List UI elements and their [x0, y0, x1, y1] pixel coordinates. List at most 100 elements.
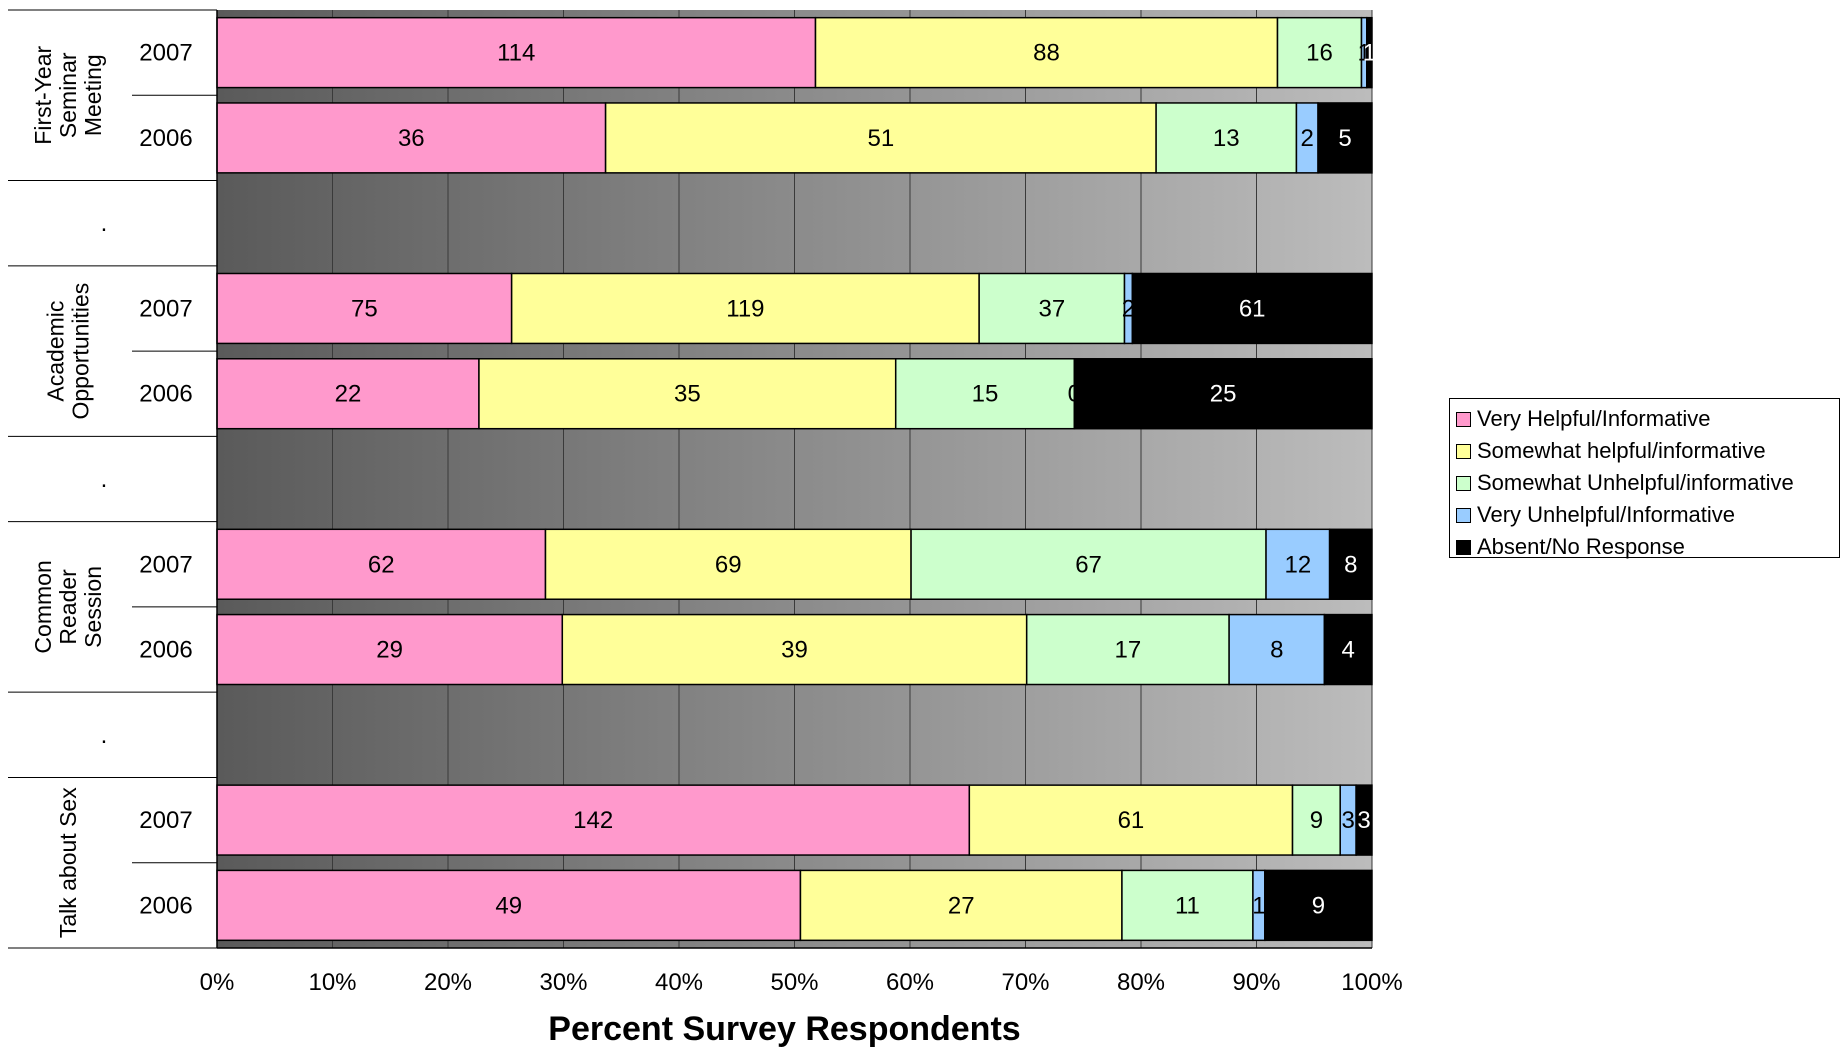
bar-segment	[1317, 102, 1373, 174]
year-label: 2007	[139, 295, 192, 322]
bar-segment	[1264, 869, 1373, 942]
group-label-line: Seminar	[55, 52, 81, 138]
bar-segment	[1228, 613, 1326, 686]
bar-segment	[544, 528, 912, 600]
x-tick-label: 50%	[770, 969, 818, 996]
data-label: 1	[1252, 892, 1265, 919]
legend-item: Very Helpful/Informative	[1456, 403, 1833, 435]
x-tick-label: 70%	[1001, 969, 1049, 996]
bar-segment	[1073, 358, 1373, 430]
data-label: 17	[1115, 637, 1142, 664]
bar-segment	[968, 784, 1294, 856]
data-label: 22	[335, 381, 362, 408]
year-label: 2007	[139, 807, 192, 834]
group-label-line: Academic	[43, 301, 69, 402]
year-label: 2006	[139, 892, 192, 919]
x-tick-label: 80%	[1117, 969, 1165, 996]
legend-swatch	[1456, 507, 1471, 523]
data-label: 119	[726, 295, 764, 322]
data-label: 9	[1312, 892, 1325, 919]
bar-segment	[1276, 16, 1363, 89]
x-tick-label: 60%	[886, 969, 934, 996]
gap-label: .	[101, 466, 108, 493]
gap-label: .	[101, 722, 108, 749]
x-tick-label: 90%	[1232, 969, 1280, 996]
legend-item: Very Unhelpful/Informative	[1456, 499, 1833, 531]
data-label: 8	[1344, 551, 1357, 578]
x-tick-label: 10%	[308, 969, 356, 996]
data-label: 9	[1310, 807, 1323, 834]
bar-segment	[814, 16, 1279, 89]
data-label: 16	[1306, 40, 1333, 67]
data-label: 61	[1118, 807, 1145, 834]
data-label: 61	[1239, 295, 1266, 322]
data-label: 13	[1213, 125, 1240, 152]
data-label: 51	[868, 125, 895, 152]
data-label: 25	[1210, 381, 1237, 408]
bar-segment	[1323, 613, 1373, 686]
bar-segment	[1355, 784, 1373, 856]
year-label: 2006	[139, 381, 192, 408]
data-label: 15	[972, 381, 999, 408]
data-label: 8	[1270, 637, 1283, 664]
group-label-line: Opportunities	[68, 283, 94, 420]
bar-segment	[604, 102, 1157, 174]
legend-swatch	[1456, 475, 1471, 491]
group-label-line: Common	[30, 560, 56, 653]
data-label: 3	[1341, 807, 1354, 834]
legend-label: Somewhat helpful/informative	[1477, 438, 1766, 463]
legend-swatch	[1456, 443, 1471, 459]
data-label: 114	[497, 40, 535, 67]
legend-label: Very Helpful/Informative	[1477, 406, 1711, 431]
x-tick-label: 20%	[424, 969, 472, 996]
data-label: 39	[781, 637, 808, 664]
data-label: 69	[715, 551, 742, 578]
year-label: 2006	[139, 637, 192, 664]
data-label: 29	[376, 637, 403, 664]
data-label: 75	[351, 295, 378, 322]
bar-segment	[216, 869, 802, 942]
bar-segment	[910, 528, 1267, 600]
year-label: 2006	[139, 125, 192, 152]
bar-segment	[216, 272, 513, 345]
bar-segment	[1366, 16, 1373, 89]
bar-segment	[216, 102, 607, 174]
year-label: 2007	[139, 40, 192, 67]
x-tick-label: 30%	[539, 969, 587, 996]
bar-segment	[478, 358, 897, 430]
x-axis-title: Percent Survey Respondents	[548, 1010, 1020, 1048]
group-label: AcademicOpportunities	[43, 283, 94, 420]
group-label: First-YearSeminarMeeting	[30, 46, 106, 145]
bar-segment	[1291, 784, 1341, 856]
bar-segment	[799, 869, 1123, 942]
data-label: 88	[1033, 40, 1060, 67]
year-label: 2007	[139, 551, 192, 578]
bar-segment	[1155, 102, 1298, 174]
bar-segment	[510, 272, 980, 345]
group-label-line: First-Year	[30, 46, 56, 145]
group-label: Talk about Sex	[55, 787, 81, 938]
data-label: 1	[1363, 40, 1376, 67]
legend: Very Helpful/Informative Somewhat helpfu…	[1449, 398, 1840, 559]
group-label-line: Reader	[55, 569, 81, 645]
bar-segment	[561, 613, 1028, 686]
legend-label: Somewhat Unhelpful/informative	[1477, 470, 1794, 495]
data-label: 142	[573, 807, 613, 834]
bar-segment	[1131, 272, 1373, 345]
data-label: 5	[1338, 125, 1351, 152]
legend-item: Somewhat Unhelpful/informative	[1456, 467, 1833, 499]
data-label: 36	[398, 125, 425, 152]
data-label: 12	[1284, 551, 1311, 578]
group-label-line: Talk about Sex	[55, 787, 81, 938]
gap-label: .	[101, 210, 108, 237]
legend-item: Absent/No Response	[1456, 531, 1833, 563]
bar-segment	[216, 358, 480, 430]
data-label: 49	[495, 892, 522, 919]
data-label: 37	[1038, 295, 1065, 322]
data-label: 67	[1075, 551, 1102, 578]
data-label: 35	[674, 381, 701, 408]
legend-label: Very Unhelpful/Informative	[1477, 502, 1736, 527]
data-label: 27	[948, 892, 975, 919]
